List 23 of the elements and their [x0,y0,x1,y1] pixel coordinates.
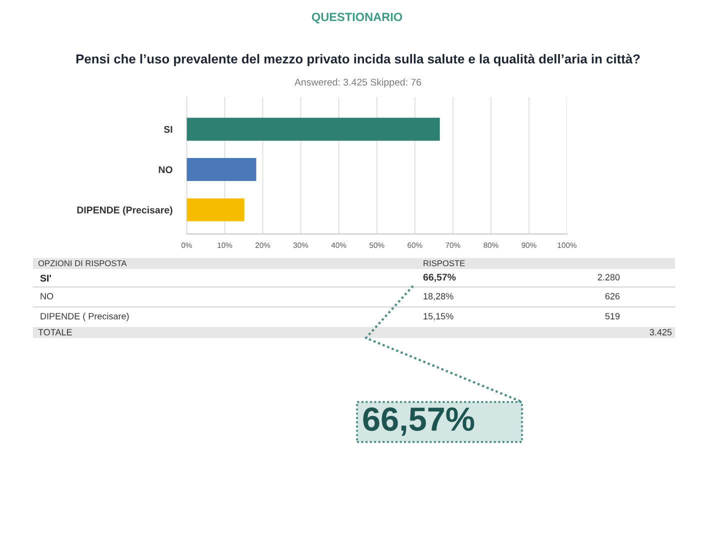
text: SI' [40,274,51,282]
chart-title: QUESTIONARIO [312,12,402,24]
text: 66,57% [423,274,456,282]
text: DIPENDE ( Precisare) [40,312,129,322]
y-tick-label: NO [158,166,172,174]
text: 519 [605,313,620,320]
bar [186,158,256,182]
text: 3.425 [650,329,672,336]
bar [186,118,440,141]
text: RISPOSTE [424,260,465,266]
text: 18,28% [424,293,454,300]
text: Answered: 3.425 Skipped: 76 [294,78,422,88]
chart-subtitle: Pensi che l’uso prevalente del mezzo privato incida sulla salute e la qualità dell’aria in città? [76,54,640,66]
text: 15,15% [424,313,454,320]
bar [186,198,244,222]
text: NO [40,293,54,300]
text: TOTALE [38,329,72,336]
text: 626 [605,293,620,300]
text: OPZIONI DI RISPOSTA [38,260,127,266]
y-tick-label: DIPENDE (Precisare) [77,206,172,216]
text: 2.280 [598,274,620,280]
y-tick-label: SI [164,126,172,133]
text: 66,57% [363,407,474,436]
